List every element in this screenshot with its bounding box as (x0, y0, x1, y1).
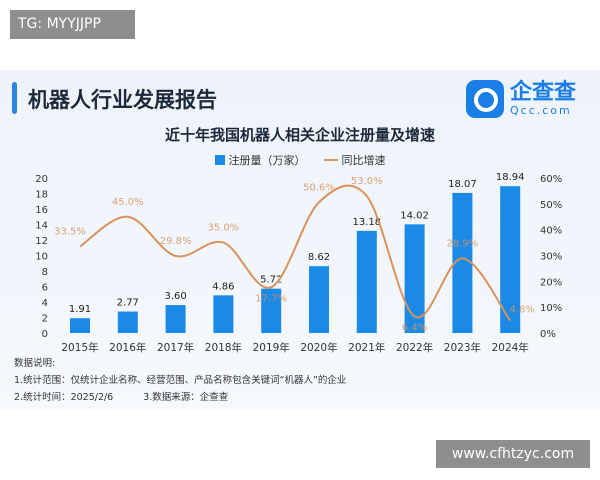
y2-tick-label: 0% (540, 329, 556, 340)
y-tick-label: 18 (35, 190, 48, 201)
growth-label: 17.7% (255, 293, 287, 304)
bar-value-label: 2.77 (117, 298, 139, 309)
qcc-logo-icon (466, 80, 504, 118)
y2-tick-label: 50% (540, 200, 562, 211)
bar-value-label: 3.60 (164, 291, 186, 302)
y-tick-label: 2 (42, 314, 48, 325)
y2-tick-label: 60% (540, 174, 562, 185)
legend-bar: 注册量（万家） (214, 152, 306, 168)
x-tick-label: 2017年 (157, 341, 194, 354)
bar (500, 186, 521, 333)
bar-value-label: 5.72 (260, 275, 282, 286)
y-tick-label: 8 (42, 267, 48, 278)
y2-tick-label: 20% (540, 277, 562, 288)
growth-label: 6.4% (402, 322, 427, 333)
logo-sub: Qcc.com (510, 103, 572, 117)
y-tick-label: 10 (35, 252, 48, 263)
bar-value-label: 18.07 (448, 179, 477, 190)
bar (70, 318, 90, 333)
y2-tick-label: 10% (540, 303, 562, 314)
bar (261, 288, 282, 333)
report-title: 机器人行业发展报告 (28, 88, 217, 112)
bar-value-label: 18.94 (496, 172, 525, 183)
logo-name: 企查查 (510, 79, 577, 105)
bar-value-label: 13.18 (352, 217, 381, 228)
watermark-bottom: www.cfhtzyc.com (436, 440, 590, 468)
notes-heading: 数据说明: (14, 358, 56, 369)
growth-label: 28.9% (447, 238, 479, 249)
x-tick-label: 2022年 (396, 341, 433, 354)
bar (117, 311, 138, 333)
bar (404, 224, 425, 333)
growth-label: 4.8% (509, 305, 534, 316)
chart-title: 近十年我国机器人相关企业注册量及增速 (164, 126, 435, 144)
legend-line: 同比增速 (323, 152, 386, 168)
x-tick-label: 2021年 (348, 341, 385, 354)
y-tick-label: 12 (35, 236, 48, 247)
bar (165, 305, 186, 333)
bar (213, 295, 234, 333)
x-tick-label: 2018年 (205, 341, 242, 354)
y2-tick-label: 30% (540, 252, 562, 263)
y2-tick-label: 40% (540, 226, 562, 237)
legend: 注册量（万家） 同比增速 (0, 152, 600, 168)
y-tick-label: 16 (35, 205, 48, 216)
bar (452, 192, 473, 333)
x-tick-label: 2024年 (492, 341, 529, 354)
growth-line (79, 184, 512, 322)
x-tick-label: 2020年 (300, 341, 337, 354)
bar-value-label: 8.62 (308, 252, 330, 263)
x-tick-label: 2023年 (444, 341, 481, 354)
x-tick-label: 2019年 (253, 341, 290, 354)
growth-label: 29.8% (160, 236, 192, 247)
title-accent (12, 82, 17, 114)
watermark-top: TG: MYYJJPP (10, 10, 135, 39)
y-tick-label: 4 (42, 298, 48, 309)
growth-label: 45.0% (112, 197, 144, 208)
x-tick-label: 2015年 (61, 341, 98, 354)
y-tick-label: 14 (35, 221, 48, 232)
notes-line1: 1.统计范围：仅统计企业名称、经营范围、产品名称包含关键词“机器人”的企业 (14, 375, 347, 386)
bar (309, 266, 329, 333)
y-tick-label: 6 (42, 283, 48, 294)
growth-label: 35.0% (208, 223, 240, 234)
x-tick-label: 2016年 (109, 341, 146, 354)
bar-value-label: 1.91 (69, 304, 91, 315)
qcc-logo: 企查查 Qcc.com (466, 80, 576, 118)
growth-label: 53.0% (351, 176, 383, 187)
notes-line2b: 3.数据来源：企查查 (143, 392, 229, 403)
report-card (0, 70, 600, 410)
bar-value-label: 14.02 (400, 210, 429, 221)
data-notes: 数据说明: 1.统计范围：仅统计企业名称、经营范围、产品名称包含关键词“机器人”… (14, 355, 346, 406)
y-tick-label: 0 (42, 329, 48, 340)
bar (356, 230, 377, 333)
growth-label: 50.6% (303, 182, 335, 193)
bar-value-label: 4.86 (212, 281, 234, 292)
growth-label: 33.5% (54, 226, 86, 237)
y-tick-label: 20 (35, 174, 48, 185)
notes-line2a: 2.统计时间：2025/2/6 (14, 392, 114, 403)
